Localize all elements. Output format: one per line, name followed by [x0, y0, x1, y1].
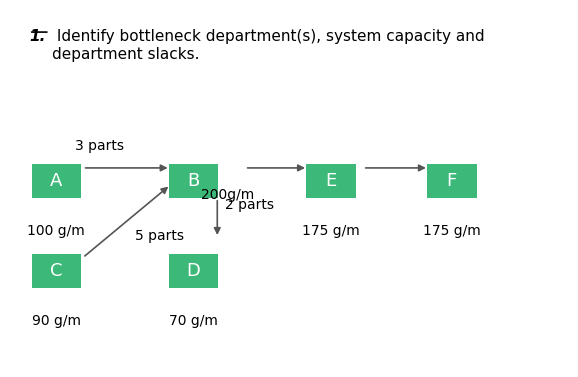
Text: 3 parts: 3 parts — [75, 139, 124, 153]
FancyBboxPatch shape — [169, 164, 218, 198]
Text: F: F — [447, 172, 457, 190]
FancyBboxPatch shape — [427, 164, 477, 198]
Text: 1.: 1. — [29, 29, 45, 44]
FancyBboxPatch shape — [306, 164, 355, 198]
Text: E: E — [325, 172, 336, 190]
Text: 5 parts: 5 parts — [135, 229, 184, 243]
Text: A: A — [50, 172, 62, 190]
Text: D: D — [187, 262, 201, 280]
Text: 2 parts: 2 parts — [225, 198, 273, 212]
FancyBboxPatch shape — [32, 254, 81, 288]
Text: B: B — [187, 172, 200, 190]
Text: C: C — [50, 262, 62, 280]
Text: 90 g/m: 90 g/m — [32, 314, 81, 328]
Text: 175 g/m: 175 g/m — [302, 224, 360, 238]
FancyBboxPatch shape — [32, 164, 81, 198]
Text: 70 g/m: 70 g/m — [169, 314, 218, 328]
FancyBboxPatch shape — [169, 254, 218, 288]
Text: 200g/m: 200g/m — [201, 188, 254, 202]
Text: 175 g/m: 175 g/m — [423, 224, 481, 238]
Text: 100 g/m: 100 g/m — [27, 224, 85, 238]
Text: Identify bottleneck department(s), system capacity and
department slacks.: Identify bottleneck department(s), syste… — [52, 29, 484, 62]
